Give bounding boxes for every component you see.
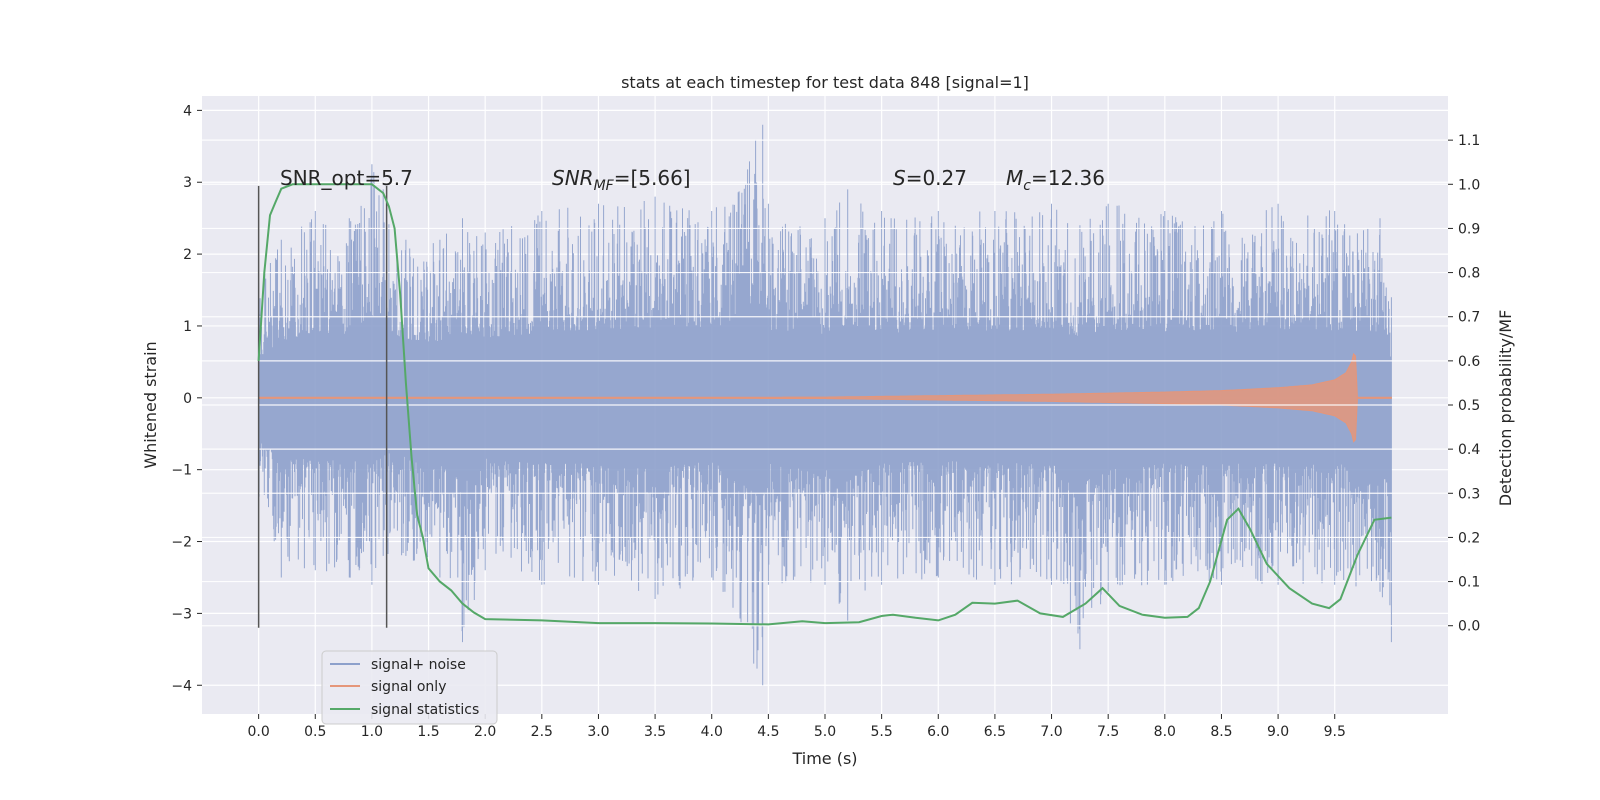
right-y-tick-label: 0.2 <box>1458 530 1480 546</box>
y-axis-ticks: −4 −3 −2 −1 0 1 2 3 4 <box>171 103 202 694</box>
legend-box <box>321 650 498 725</box>
x-tick-label: 1.0 <box>361 724 383 740</box>
right-y-tick-label: 0.1 <box>1458 575 1480 591</box>
right-y-tick-label: 0.7 <box>1458 310 1480 326</box>
y-tick-label: −3 <box>171 606 192 622</box>
y-tick-label: 4 <box>183 103 192 119</box>
y-tick-label: 0 <box>183 391 192 407</box>
right-y-tick-label: 0.3 <box>1458 486 1480 502</box>
y-tick-label: −2 <box>171 535 192 551</box>
right-y-tick-label: 1.1 <box>1458 133 1480 149</box>
x-tick-label: 8.5 <box>1210 724 1232 740</box>
right-y-tick-label: 0.0 <box>1458 619 1480 635</box>
y-tick-label: 1 <box>183 319 192 335</box>
x-tick-label: 6.0 <box>927 724 949 740</box>
x-axis-ticks: 0.0 0.5 1.0 1.5 2.0 2.5 3.0 3.5 4.0 4.5 5.0 5.5 6.0 6… <box>248 714 1346 740</box>
x-tick-label: 2.0 <box>474 724 496 740</box>
x-tick-label: 5.0 <box>814 724 836 740</box>
x-tick-label: 3.5 <box>644 724 666 740</box>
x-tick-label: 0.0 <box>248 724 270 740</box>
y-tick-label: 3 <box>183 175 192 191</box>
annotation-snr-mf: SNRMF=[5.66] <box>552 166 691 194</box>
x-tick-label: 9.0 <box>1267 724 1289 740</box>
x-axis-label: Time (s) <box>791 749 857 768</box>
right-y-tick-label: 0.6 <box>1458 354 1480 370</box>
x-tick-label: 8.0 <box>1154 724 1176 740</box>
y-tick-label: −1 <box>171 463 192 479</box>
x-tick-label: 7.5 <box>1097 724 1119 740</box>
right-y-tick-label: 1.0 <box>1458 177 1480 193</box>
legend-label-noise: signal+ noise <box>371 657 466 673</box>
right-y-tick-label: 0.9 <box>1458 221 1480 237</box>
x-tick-label: 6.5 <box>984 724 1006 740</box>
x-tick-label: 7.0 <box>1040 724 1062 740</box>
right-y-tick-label: 0.8 <box>1458 266 1480 282</box>
right-y-tick-label: 0.4 <box>1458 442 1480 458</box>
legend-label-signal-only: signal only <box>371 679 446 695</box>
y-tick-label: 2 <box>183 247 192 263</box>
signal-statistics-series <box>257 183 1392 626</box>
right-y-axis-label: Detection probability/MF <box>1496 310 1515 507</box>
right-y-axis-ticks: 0.0 0.1 0.2 0.3 0.4 0.5 0.6 0.7 0.8 0.9 1.0 1.1 <box>1448 133 1480 635</box>
x-tick-label: 5.5 <box>871 724 893 740</box>
chart-title: stats at each timestep for test data 848… <box>621 73 1029 92</box>
right-y-tick-label: 0.5 <box>1458 398 1480 414</box>
y-axis-label: Whitened strain <box>141 341 160 468</box>
x-tick-label: 2.5 <box>531 724 553 740</box>
y-tick-label: −4 <box>171 678 192 694</box>
x-tick-label: 3.0 <box>587 724 609 740</box>
right-y-gridlines <box>202 139 1448 627</box>
signal-only-series <box>258 352 1392 443</box>
annotation-snr-opt: SNR_opt=5.7 <box>280 166 413 190</box>
x-tick-label: 9.5 <box>1324 724 1346 740</box>
annotation-mc: Mc=12.36 <box>1006 166 1105 194</box>
x-tick-label: 4.5 <box>757 724 779 740</box>
x-tick-label: 4.0 <box>701 724 723 740</box>
x-tick-label: 1.5 <box>417 724 439 740</box>
x-tick-label: 0.5 <box>304 724 326 740</box>
legend-label-statistics: signal statistics <box>371 702 479 718</box>
annotation-s: S=0.27 <box>893 166 967 190</box>
vertical-markers <box>257 185 388 628</box>
legend: signal+ noise signal only signal statist… <box>321 650 498 725</box>
